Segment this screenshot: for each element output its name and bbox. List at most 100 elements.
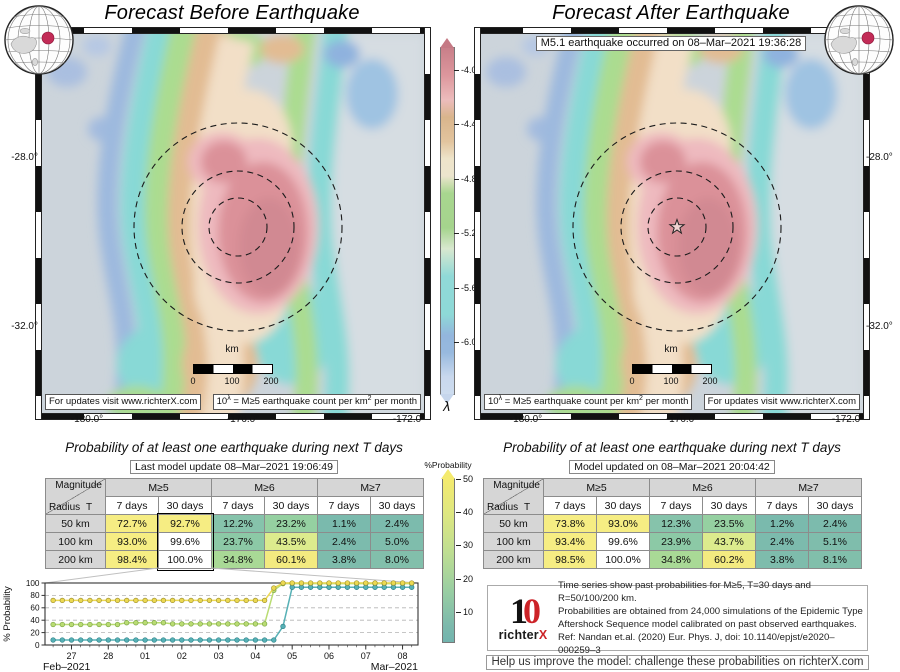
prob-cell: 99.6% <box>597 533 650 551</box>
prob-cell: 43.7% <box>703 533 756 551</box>
prob-cell: 2.4% <box>318 533 371 551</box>
prob-cell: 2.4% <box>809 515 862 533</box>
period-header: 30 days <box>809 497 862 515</box>
model-update-time-left: Last model update 08–Mar–2021 19:06:49 <box>130 460 338 474</box>
lambda-colorbar-label: λ <box>443 400 451 415</box>
info-line: Ref: Nandan et.al. (2020) Eur. Phys. J, … <box>558 632 835 656</box>
radius-row-label: 50 km <box>484 515 544 533</box>
location-dot <box>41 31 55 45</box>
map-frame-edge <box>863 27 870 420</box>
period-header: 7 days <box>106 497 159 515</box>
radius-circles <box>133 122 343 332</box>
globe-inset <box>824 5 894 75</box>
continents <box>830 28 858 66</box>
mag-group-header: M≥6 <box>650 479 756 497</box>
radius-row-label: 100 km <box>46 533 106 551</box>
earthquake-event-banner: M5.1 earthquake occurred on 08–Mar–2021 … <box>535 36 807 51</box>
map-frame-edge <box>474 27 481 420</box>
colorbar-tick: 50 <box>456 474 473 484</box>
svg-text:05: 05 <box>287 651 297 661</box>
prob-cell: 98.5% <box>544 551 597 569</box>
svg-text:100: 100 <box>26 579 40 588</box>
prob-cell: 100.0% <box>159 551 212 569</box>
prob-cell: 1.1% <box>318 515 371 533</box>
prob-colorbar-title: %Probability <box>424 460 472 470</box>
updates-link-note[interactable]: For updates visit www.richterX.com <box>45 394 202 410</box>
prob-cell: 93.0% <box>597 515 650 533</box>
colorbar-tick: -5.2 <box>454 228 477 238</box>
globe-inset-left <box>1 0 79 80</box>
lat-label: -28.0° <box>866 152 893 163</box>
colorbar-tick: -4.8 <box>454 174 477 184</box>
colorbar-tick: 20 <box>456 574 473 584</box>
svg-text:01: 01 <box>140 651 150 661</box>
probability-map-art <box>481 34 863 413</box>
lon-label: -180.0° <box>509 414 543 425</box>
challenge-link-note[interactable]: Help us improve the model: challenge the… <box>486 655 869 670</box>
prob-cell: 12.3% <box>650 515 703 533</box>
colorbar-tick: 30 <box>456 540 473 550</box>
lon-label: -172.0° <box>831 414 865 425</box>
prob-cell: 98.4% <box>106 551 159 569</box>
prob-cell: 23.9% <box>650 533 703 551</box>
prob-cell: 3.8% <box>756 551 809 569</box>
mag-group-header: M≥5 <box>106 479 212 497</box>
prob-cell: 1.2% <box>756 515 809 533</box>
lat-label: -32.0° <box>866 321 893 332</box>
probability-section-title-left: Probability of at least one earthquake d… <box>65 440 403 455</box>
map-frame-edge <box>35 27 431 34</box>
map-art-slot <box>42 34 424 413</box>
colorbar-tick: -6.0 <box>454 337 477 347</box>
period-header: 30 days <box>703 497 756 515</box>
prob-cell: 23.5% <box>703 515 756 533</box>
mag-group-header: M≥5 <box>544 479 650 497</box>
scalebar-tick: 200 <box>702 376 718 386</box>
colorscale-legend-note: 10λ = M≥5 earthquake count per km2 per m… <box>484 394 693 410</box>
prob-colorbar: 50 40 30 20 10 <box>441 469 473 643</box>
svg-text:08: 08 <box>398 651 408 661</box>
map-after-earthquake: km 0 100 200 10λ = M≥5 earthquake count … <box>474 27 870 420</box>
prob-cell: 8.0% <box>371 551 424 569</box>
radius-row-label: 100 km <box>484 533 544 551</box>
map-art-slot <box>481 34 863 413</box>
svg-text:02: 02 <box>177 651 187 661</box>
svg-text:07: 07 <box>361 651 371 661</box>
colorbar-arrow-up-icon <box>441 469 455 479</box>
period-header: 30 days <box>159 497 212 515</box>
svg-text:06: 06 <box>324 651 334 661</box>
updates-link-note[interactable]: For updates visit www.richterX.com <box>703 394 860 410</box>
svg-text:0: 0 <box>35 641 40 650</box>
table-corner-header: Magnitude Radius T <box>46 479 106 515</box>
svg-text:80: 80 <box>30 591 40 600</box>
lon-label: -180.0° <box>70 414 104 425</box>
model-info-text: Time series show past probabilities for … <box>558 579 867 657</box>
period-header: 7 days <box>318 497 371 515</box>
probability-table-after: Magnitude Radius T M≥5 M≥6 M≥7 7 days 30… <box>483 478 862 569</box>
table-corner-header: Magnitude Radius T <box>484 479 544 515</box>
probability-table-before: Magnitude Radius T M≥5 M≥6 M≥7 7 days 30… <box>45 478 424 569</box>
scalebar-tick: 0 <box>629 376 635 386</box>
svg-text:04: 04 <box>250 651 260 661</box>
lon-label: -176.0° <box>665 414 699 425</box>
prob-cell: 93.4% <box>544 533 597 551</box>
prob-cell: 73.8% <box>544 515 597 533</box>
colorbar-arrow-down-icon <box>440 394 454 404</box>
svg-text:Feb–2021: Feb–2021 <box>43 661 90 672</box>
scalebar-bar <box>193 364 273 374</box>
prob-cell: 12.2% <box>212 515 265 533</box>
radius-row-label: 200 km <box>484 551 544 569</box>
period-header: 30 days <box>597 497 650 515</box>
prob-cell: 23.2% <box>265 515 318 533</box>
prob-cell: 60.1% <box>265 551 318 569</box>
prob-cell: 34.8% <box>212 551 265 569</box>
continents <box>10 28 38 66</box>
lambda-colorbar: -4.0 -4.4 -4.8 -5.2 -5.6 -6.0 λ <box>440 38 477 415</box>
radius-row-label: 50 km <box>46 515 106 533</box>
info-line: Aftershock Sequence model calibrated on … <box>558 619 857 630</box>
svg-text:28: 28 <box>103 651 113 661</box>
svg-text:20: 20 <box>30 628 40 637</box>
scalebar-unit: km <box>225 344 239 355</box>
mag-group-header: M≥7 <box>756 479 862 497</box>
lon-label: -172.0° <box>392 414 426 425</box>
prob-cell: 60.2% <box>703 551 756 569</box>
